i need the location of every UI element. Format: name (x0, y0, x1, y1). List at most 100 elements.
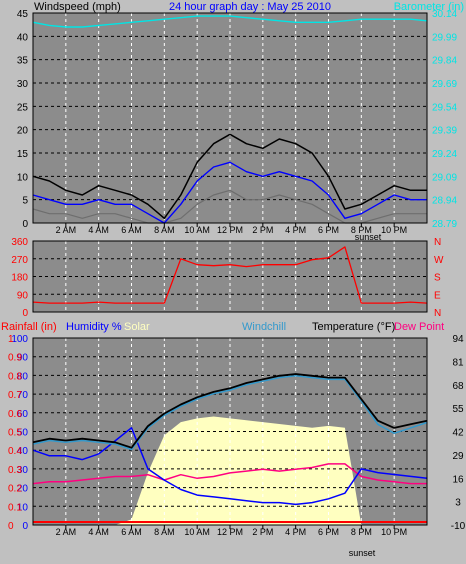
barometer-tick-label: 29.24 (432, 149, 457, 160)
windspeed-tick-label: 5 (22, 196, 28, 207)
humidity-tick-label: 90 (17, 353, 29, 364)
wind-baro-y-ticks: 0 5 10 15 20 25 30 35 40 45 (17, 9, 29, 230)
barometer-tick-label: 29.99 (432, 32, 457, 43)
humidity-line (32, 427, 428, 506)
temperature-tick-label: 81 (452, 357, 464, 368)
windspeed-tick-label: 40 (17, 32, 29, 43)
sunset-label-bottom: sunset (349, 548, 376, 558)
temperature-tick-label: 29 (452, 451, 464, 462)
humidity-tick-label: 70 (17, 390, 29, 401)
x-tick-label: 8 AM (154, 225, 175, 235)
direction-degree-label: 90 (17, 290, 29, 301)
x-tick-label: 2 AM (56, 225, 77, 235)
rainfall-tick-label: 0.6 (8, 409, 22, 420)
direction-degree-label: 0 (22, 308, 28, 319)
x-tick-label: 4 PM (285, 527, 306, 537)
temperature-y-ticks: -10 3 16 29 42 55 68 81 94 (451, 334, 466, 532)
compass-point-label: N (434, 308, 441, 319)
windspeed-tick-label: 45 (17, 9, 29, 20)
x-tick-label: 8 PM (351, 225, 372, 235)
x-tick-label: 10 AM (184, 225, 210, 235)
x-tick-label: 10 PM (381, 527, 407, 537)
barometer-axis-label: Barometer (in) (394, 1, 464, 13)
dewpoint-line (32, 463, 427, 485)
rainfall-tick-label: 0 (8, 521, 14, 532)
compass-point-label: S (434, 273, 441, 284)
barometer-tick-label: 28.79 (432, 219, 457, 230)
temp-humidity-series (32, 373, 428, 523)
x-tick-label: 12 PM (217, 527, 243, 537)
humidity-tick-label: 100 (11, 334, 28, 345)
temperature-label: Temperature (°F) (312, 321, 395, 333)
wind-direction-line (32, 246, 428, 304)
direction-degree-label: 270 (11, 255, 28, 266)
rainfall-tick-label: 0.2 (8, 484, 22, 495)
compass-point-label: W (434, 255, 444, 266)
x-tick-label: 8 AM (154, 527, 175, 537)
graph-title: 24 hour graph day : May 25 2010 (169, 1, 331, 13)
x-tick-label: 2 PM (252, 225, 273, 235)
wind-high-line (32, 133, 427, 220)
rainfall-tick-label: 0.7 (8, 390, 22, 401)
barometer-line (32, 15, 428, 28)
x-tick-label: 2 AM (56, 527, 77, 537)
wind-direction-series (32, 246, 428, 304)
temperature-line (32, 373, 428, 449)
rainfall-label: Rainfall (in) (1, 321, 57, 333)
barometer-tick-label: 29.54 (432, 102, 457, 113)
x-tick-label: 6 AM (121, 225, 142, 235)
barometer-tick-label: 28.94 (432, 196, 457, 207)
barometer-tick-label: 29.69 (432, 79, 457, 90)
humidity-tick-label: 80 (17, 371, 29, 382)
barometer-tick-label: 29.09 (432, 172, 457, 183)
x-tick-label: 6 PM (318, 527, 339, 537)
humidity-tick-label: 30 (17, 465, 29, 476)
rainfall-tick-label: 0.1 (8, 502, 22, 513)
windspeed-axis-label: Windspeed (mph) (34, 1, 121, 13)
barometer-tick-label: 30.14 (432, 9, 457, 20)
rainfall-tick-label: 0.8 (8, 371, 22, 382)
windspeed-tick-label: 10 (17, 172, 29, 183)
direction-degree-label: 180 (11, 273, 28, 284)
humidity-tick-label: 0 (22, 521, 28, 532)
temp-humidity-x-ticks: 2 AM 4 AM 6 AM 8 AM 10 AM 12 PM 2 PM 4 PM 6 PM 8 … (56, 525, 407, 537)
dewpoint-label: Dew Point (394, 321, 444, 333)
windspeed-tick-label: 25 (17, 102, 29, 113)
rainfall-tick-label: 0.4 (8, 446, 22, 457)
humidity-tick-label: 20 (17, 484, 29, 495)
solar-label: Solar (124, 321, 150, 333)
x-tick-label: 6 PM (318, 225, 339, 235)
x-tick-label: 6 AM (121, 527, 142, 537)
windspeed-tick-label: 30 (17, 79, 29, 90)
temperature-tick-label: 55 (452, 404, 464, 415)
x-tick-label: 8 PM (351, 527, 372, 537)
temperature-tick-label: 42 (452, 428, 464, 439)
rainfall-y-ticks: 0 0.1 0.2 0.3 0.4 0.5 0.6 0.7 0.8 0.9 1 (8, 334, 22, 532)
x-tick-label: 10 AM (184, 527, 210, 537)
temperature-tick-label: 68 (452, 381, 464, 392)
windspeed-tick-label: 15 (17, 149, 29, 160)
wind-baro-y2-ticks: 28.79 28.94 29.09 29.24 29.39 29.54 29.69 29.84… (432, 9, 457, 230)
x-tick-label: 4 PM (285, 225, 306, 235)
temperature-tick-label: 94 (452, 334, 464, 345)
wind-baro-grid (33, 13, 427, 223)
rainfall-tick-label: 0.9 (8, 353, 22, 364)
x-tick-label: 12 PM (217, 225, 243, 235)
humidity-label: Humidity % (66, 321, 122, 333)
temperature-tick-label: 3 (455, 498, 461, 509)
compass-point-label: E (434, 290, 441, 301)
rainfall-tick-label: 0.3 (8, 465, 22, 476)
humidity-tick-label: 10 (17, 502, 29, 513)
x-tick-label: 10 PM (381, 225, 407, 235)
temp-humidity-grid (33, 338, 427, 525)
windspeed-tick-label: 20 (17, 126, 29, 137)
x-tick-label: 4 AM (88, 225, 109, 235)
sunset-label-top: sunset (355, 232, 382, 242)
temperature-tick-label: -10 (451, 521, 466, 532)
temperature-tick-label: 16 (452, 474, 464, 485)
humidity-tick-label: 40 (17, 446, 29, 457)
wind-baro-x-ticks: 2 AM 4 AM 6 AM 8 AM 10 AM 12 PM 2 PM 4 PM 6 PM 8 … (56, 223, 407, 235)
